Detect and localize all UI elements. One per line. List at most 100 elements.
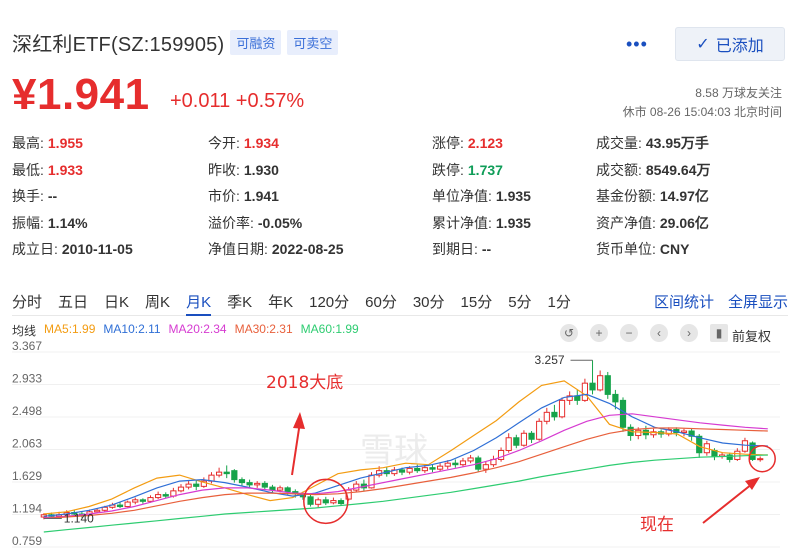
candle-body bbox=[513, 437, 520, 446]
period-tab[interactable]: 季K bbox=[227, 293, 253, 311]
candle-body bbox=[139, 499, 146, 502]
candle-body bbox=[101, 506, 108, 511]
quote-col-3: 涨停: 2.123 跌停: 1.737 单位净值: 1.935 累计净值: 1.935 到期日:… bbox=[432, 130, 531, 263]
candle-body bbox=[94, 509, 101, 513]
period-tab[interactable]: 120分 bbox=[309, 293, 350, 311]
period-tab[interactable]: 15分 bbox=[460, 293, 493, 311]
tabs-right-actions: 区间统计 全屏显示 bbox=[640, 292, 788, 314]
candle-body bbox=[459, 460, 467, 466]
candle-body bbox=[741, 440, 749, 452]
quote-col-2: 今开: 1.934 昨收: 1.930 市价: 1.941 溢价率: -0.05% 净值日期: 2… bbox=[208, 130, 344, 263]
more-dots-icon[interactable]: ••• bbox=[626, 34, 648, 54]
ma-legend-item: MA30:2.31 bbox=[234, 322, 293, 336]
tag-short-sell[interactable]: 可卖空 bbox=[287, 30, 339, 55]
ma-legend-item: MA60:1.99 bbox=[300, 322, 359, 336]
quote-value: -- bbox=[47, 188, 58, 205]
quote-row: 振幅: 1.14% bbox=[12, 210, 133, 237]
quote-label: 成立日: bbox=[12, 241, 58, 258]
candle-body bbox=[162, 494, 169, 497]
quote-row: 单位净值: 1.935 bbox=[432, 183, 531, 210]
quote-value: 1.930 bbox=[243, 161, 279, 178]
period-tab[interactable]: 日K bbox=[104, 293, 130, 311]
ma-line bbox=[43, 393, 768, 517]
quote-row: 成交量: 43.95万手 bbox=[596, 130, 711, 157]
stock-name: 深红利ETF(SZ:159905) bbox=[12, 34, 225, 56]
zoom-out-icon[interactable]: − bbox=[620, 324, 638, 342]
range-stats-link[interactable]: 区间统计 bbox=[653, 294, 714, 311]
period-tab[interactable]: 年K bbox=[268, 293, 294, 311]
quote-label: 到期日: bbox=[432, 241, 478, 258]
quote-row: 净值日期: 2022-08-25 bbox=[208, 236, 344, 263]
quote-label: 最低: bbox=[12, 161, 44, 178]
quote-value: 1.935 bbox=[495, 214, 531, 231]
candle-body bbox=[246, 482, 253, 486]
quote-label: 货币单位: bbox=[596, 241, 656, 258]
kline-type-icon[interactable]: ▮ bbox=[710, 324, 728, 342]
quote-label: 溢价率: bbox=[208, 214, 254, 231]
period-tab[interactable]: 1分 bbox=[547, 293, 571, 311]
kline-chart[interactable]: 3.3672.9332.4982.0631.6291.1940.759雪球3.2… bbox=[0, 340, 800, 555]
candle-body bbox=[429, 467, 436, 470]
quote-label: 昨收: bbox=[208, 161, 240, 178]
quote-row: 资产净值: 29.06亿 bbox=[596, 210, 711, 237]
quote-row: 累计净值: 1.935 bbox=[432, 210, 531, 237]
candle-body bbox=[505, 437, 512, 451]
quote-value: 14.97亿 bbox=[659, 188, 709, 205]
candle-body bbox=[444, 462, 451, 467]
period-tab[interactable]: 5分 bbox=[508, 293, 532, 311]
period-tab[interactable]: 周K bbox=[145, 293, 171, 311]
ma-line bbox=[43, 427, 768, 520]
quote-row: 跌停: 1.737 bbox=[432, 157, 531, 184]
candle-body bbox=[558, 399, 566, 418]
candle-body bbox=[726, 454, 733, 460]
candle-body bbox=[604, 375, 611, 395]
followers-count[interactable]: 8.58 万球友关注 bbox=[695, 86, 782, 100]
candle-body bbox=[520, 432, 528, 446]
candle-body bbox=[238, 479, 246, 484]
period-tab[interactable]: 月K bbox=[186, 292, 212, 316]
candle-body bbox=[398, 469, 406, 473]
quote-row: 最高: 1.955 bbox=[12, 130, 133, 157]
period-tab[interactable]: 30分 bbox=[412, 293, 445, 311]
candle-body bbox=[612, 393, 619, 403]
candle-body bbox=[551, 411, 558, 418]
current-price: ¥1.941 bbox=[12, 70, 150, 119]
fullscreen-link[interactable]: 全屏显示 bbox=[727, 294, 788, 311]
pan-left-icon[interactable]: ‹ bbox=[650, 324, 668, 342]
quote-row: 涨停: 2.123 bbox=[432, 130, 531, 157]
candle-body bbox=[132, 499, 139, 503]
candle-body bbox=[581, 382, 589, 401]
pan-right-icon[interactable]: › bbox=[680, 324, 698, 342]
quote-value: 29.06亿 bbox=[659, 214, 709, 231]
quote-row: 换手: -- bbox=[12, 183, 133, 210]
candle-body bbox=[467, 457, 474, 462]
candle-body bbox=[749, 442, 756, 460]
candle-body bbox=[147, 497, 154, 502]
ma-legend-item: MA10:2.11 bbox=[103, 322, 161, 336]
quote-row: 溢价率: -0.05% bbox=[208, 210, 344, 237]
quote-label: 净值日期: bbox=[208, 241, 268, 258]
added-button[interactable]: ✓ 已添加 bbox=[675, 27, 785, 61]
quote-label: 累计净值: bbox=[432, 214, 492, 231]
quote-col-1: 最高: 1.955 最低: 1.933 换手: -- 振幅: 1.14% 成立日: 2010-11… bbox=[12, 130, 133, 263]
candle-body bbox=[155, 494, 162, 499]
bottom-arrow-head bbox=[293, 412, 305, 429]
candle-body bbox=[452, 462, 459, 466]
y-tick-label: 2.933 bbox=[12, 371, 42, 385]
period-tab[interactable]: 分时 bbox=[12, 293, 43, 311]
candle-body bbox=[116, 504, 124, 508]
zoom-in-icon[interactable]: + bbox=[590, 324, 608, 342]
candle-body bbox=[597, 375, 604, 391]
period-tab[interactable]: 60分 bbox=[365, 293, 397, 311]
check-icon: ✓ bbox=[696, 36, 710, 53]
quote-value: -- bbox=[481, 241, 492, 258]
candle-body bbox=[307, 496, 314, 505]
added-label: 已添加 bbox=[715, 38, 764, 55]
quote-label: 基金份额: bbox=[596, 188, 656, 205]
quote-value: 1.955 bbox=[47, 135, 83, 152]
quote-value: 1.737 bbox=[467, 161, 503, 178]
period-tab[interactable]: 五日 bbox=[58, 293, 89, 311]
undo-icon[interactable]: ↺ bbox=[560, 324, 578, 342]
adjust-type[interactable]: 前复权 bbox=[732, 329, 772, 344]
tag-margin-buy[interactable]: 可融资 bbox=[230, 30, 282, 55]
